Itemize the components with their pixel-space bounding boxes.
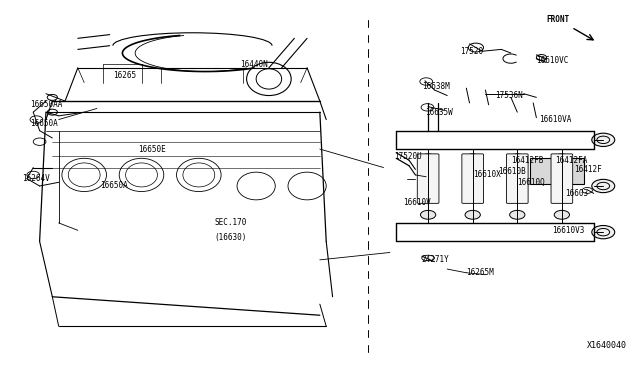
Circle shape (554, 211, 570, 219)
Circle shape (592, 133, 615, 147)
Text: 16638M: 16638M (422, 82, 449, 91)
Circle shape (592, 179, 615, 193)
Text: 16610Q: 16610Q (517, 178, 545, 187)
Text: 16650A: 16650A (100, 182, 128, 190)
Text: FRONT: FRONT (546, 15, 569, 24)
Text: 17520: 17520 (460, 47, 483, 56)
Text: 16650E: 16650E (138, 145, 166, 154)
Text: SEC.170: SEC.170 (215, 218, 247, 227)
Text: (16630): (16630) (215, 233, 247, 242)
Text: 16440N: 16440N (240, 60, 268, 69)
Circle shape (420, 154, 436, 163)
Circle shape (465, 211, 481, 219)
Text: 16650AA: 16650AA (30, 100, 63, 109)
Circle shape (509, 154, 525, 163)
Text: 16265: 16265 (113, 71, 136, 80)
Text: 16412FB: 16412FB (511, 155, 543, 165)
Circle shape (420, 211, 436, 219)
Circle shape (554, 154, 570, 163)
Text: 16650A: 16650A (30, 119, 58, 128)
Text: 17536N: 17536N (495, 91, 523, 100)
Circle shape (592, 225, 615, 239)
Text: 16610V: 16610V (403, 198, 430, 207)
FancyBboxPatch shape (506, 154, 528, 203)
FancyBboxPatch shape (551, 154, 573, 203)
Text: 16264V: 16264V (22, 174, 50, 183)
Text: 16265M: 16265M (467, 268, 494, 277)
Text: 16412F: 16412F (575, 165, 602, 174)
Text: 17520U: 17520U (394, 152, 422, 161)
FancyBboxPatch shape (462, 154, 484, 203)
Circle shape (509, 211, 525, 219)
Text: 16610VC: 16610VC (536, 56, 569, 65)
Circle shape (465, 154, 481, 163)
Text: X1640040: X1640040 (588, 341, 627, 350)
Text: 16412FA: 16412FA (556, 155, 588, 165)
FancyBboxPatch shape (417, 154, 439, 203)
Text: 16610X: 16610X (473, 170, 500, 179)
Text: 16635W: 16635W (425, 108, 452, 117)
Text: 16610VA: 16610VA (540, 115, 572, 124)
Text: 16610V3: 16610V3 (552, 226, 585, 235)
Text: 24271Y: 24271Y (422, 255, 449, 264)
Text: 16603: 16603 (565, 189, 588, 198)
Text: 16610B: 16610B (498, 167, 526, 176)
FancyBboxPatch shape (530, 158, 584, 184)
